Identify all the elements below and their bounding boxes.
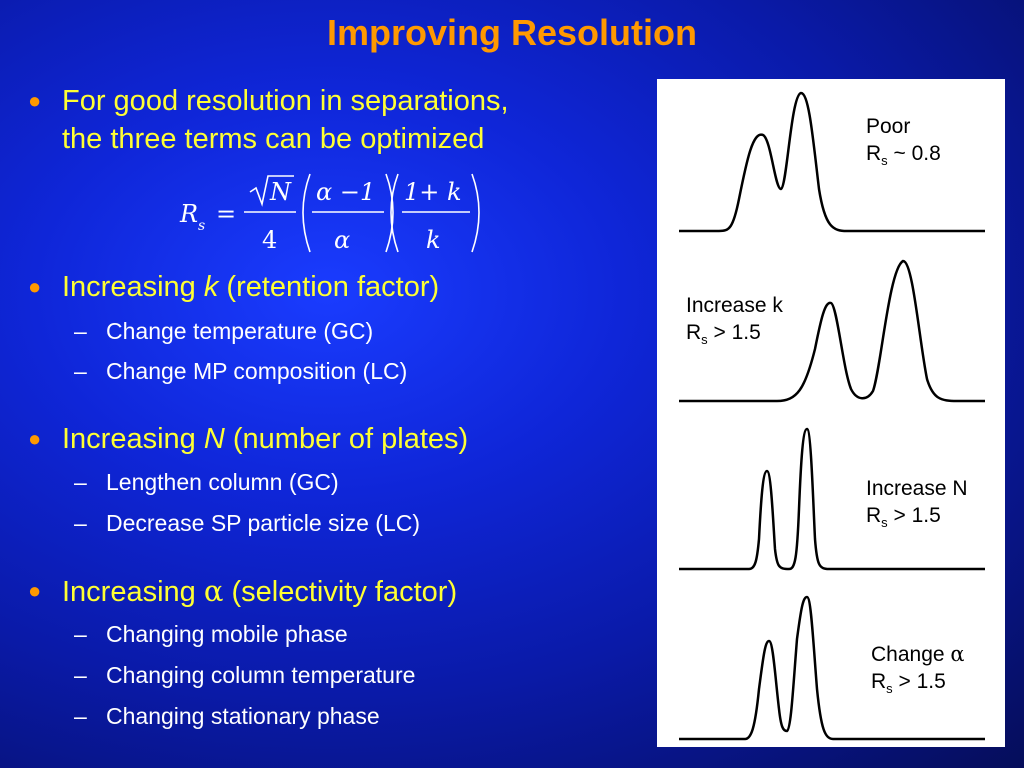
formula-num2: α −1 [316,178,375,206]
sub-item: – Changing mobile phase [74,621,348,647]
formula-sqrt-arg: N [269,178,292,206]
resolution-formula: R s = N 4 α −1 α 1+ k k [179,173,480,254]
formula-den1: 4 [262,226,277,254]
sub-item: – Change MP composition (LC) [74,358,408,384]
formula-sqrt-sign [249,175,294,207]
trace-change-alpha [679,595,985,741]
formula-paren-right-1 [385,173,394,253]
formula-paren-left-2 [390,173,399,253]
sub-item: – Decrease SP particle size (LC) [74,510,421,536]
slide-title: Improving Resolution [326,12,697,53]
trace-increase-n [679,427,985,571]
formula-paren-left-1 [302,173,311,253]
bullet-text-line1: For good resolution in separations, [62,85,509,117]
trace-poor [679,91,985,233]
sub-item: – Changing stationary phase [74,703,380,729]
formula-den2: α [334,226,350,254]
formula-den3: k [426,226,441,254]
chromatogram-panel: Poor Rs ~ 0.8 Increase k Rs > 1.5 Increa… [657,79,1005,747]
bullet-dot-icon: ● [28,274,42,299]
bullet-text-line2: the three terms can be optimized [62,123,485,155]
label-increase-k: Increase k Rs > 1.5 [686,294,783,348]
label-poor: Poor Rs ~ 0.8 [866,115,941,169]
chromatogram-traces [679,91,985,741]
sub-item: – Lengthen column (GC) [74,469,339,495]
bullet-dot-icon: ● [28,426,42,451]
formula-equals: = [216,200,236,228]
label-change-alpha: Change α Rs > 1.5 [871,642,965,697]
trace-increase-k [679,259,985,403]
sub-item: – Changing column temperature [74,662,416,688]
formula-paren-right-2 [471,173,480,253]
formula-lhs-sub: s [198,218,205,234]
label-increase-n: Increase N Rs > 1.5 [866,477,968,531]
bullet-dot-icon: ● [28,578,42,603]
formula-lhs: R [179,200,198,228]
formula-num3: 1+ k [404,178,462,206]
bullet-dot-icon: ● [28,88,42,113]
sub-item: – Change temperature (GC) [74,318,374,344]
